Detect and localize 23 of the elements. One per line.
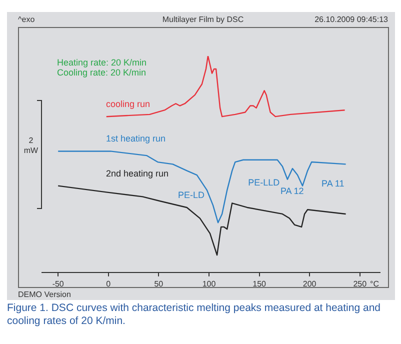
x-axis-title: °C: [370, 280, 380, 289]
x-tick-label: 100: [202, 279, 216, 288]
y-axis-title: 2 mW: [24, 136, 39, 156]
x-tick-label: 0: [106, 279, 112, 288]
x-tick-label: 150: [252, 279, 267, 288]
series-label: 1st heating run: [106, 134, 166, 144]
annotation: PA 11: [322, 178, 344, 188]
x-tick-label: 50: [154, 279, 164, 288]
x-tick-label: 200: [302, 279, 317, 288]
chart-title: Multilayer Film by DSC: [162, 15, 244, 24]
text: 26.10.2009 09:45:13: [314, 15, 389, 24]
series-label: cooling run: [106, 99, 150, 110]
caption: Figure 1. DSC curves with characteristic melting peaks measured at heating and cooling rates of 20 K/min.: [7, 302, 382, 328]
text: DEMO Version: [18, 290, 71, 300]
annotation: PE-LLD: [248, 178, 280, 188]
x-tick-label: -50: [52, 279, 64, 288]
series-label: 2nd heating run: [106, 168, 169, 178]
annotation: PA 12: [280, 186, 304, 196]
annotation: PE-LD: [178, 190, 206, 200]
annotation: Heating rate: 20 K/min: [57, 57, 147, 68]
text: ^exo: [18, 15, 36, 24]
x-tick-label: 250: [353, 279, 368, 288]
annotation: Cooling rate: 20 K/min: [57, 67, 146, 78]
